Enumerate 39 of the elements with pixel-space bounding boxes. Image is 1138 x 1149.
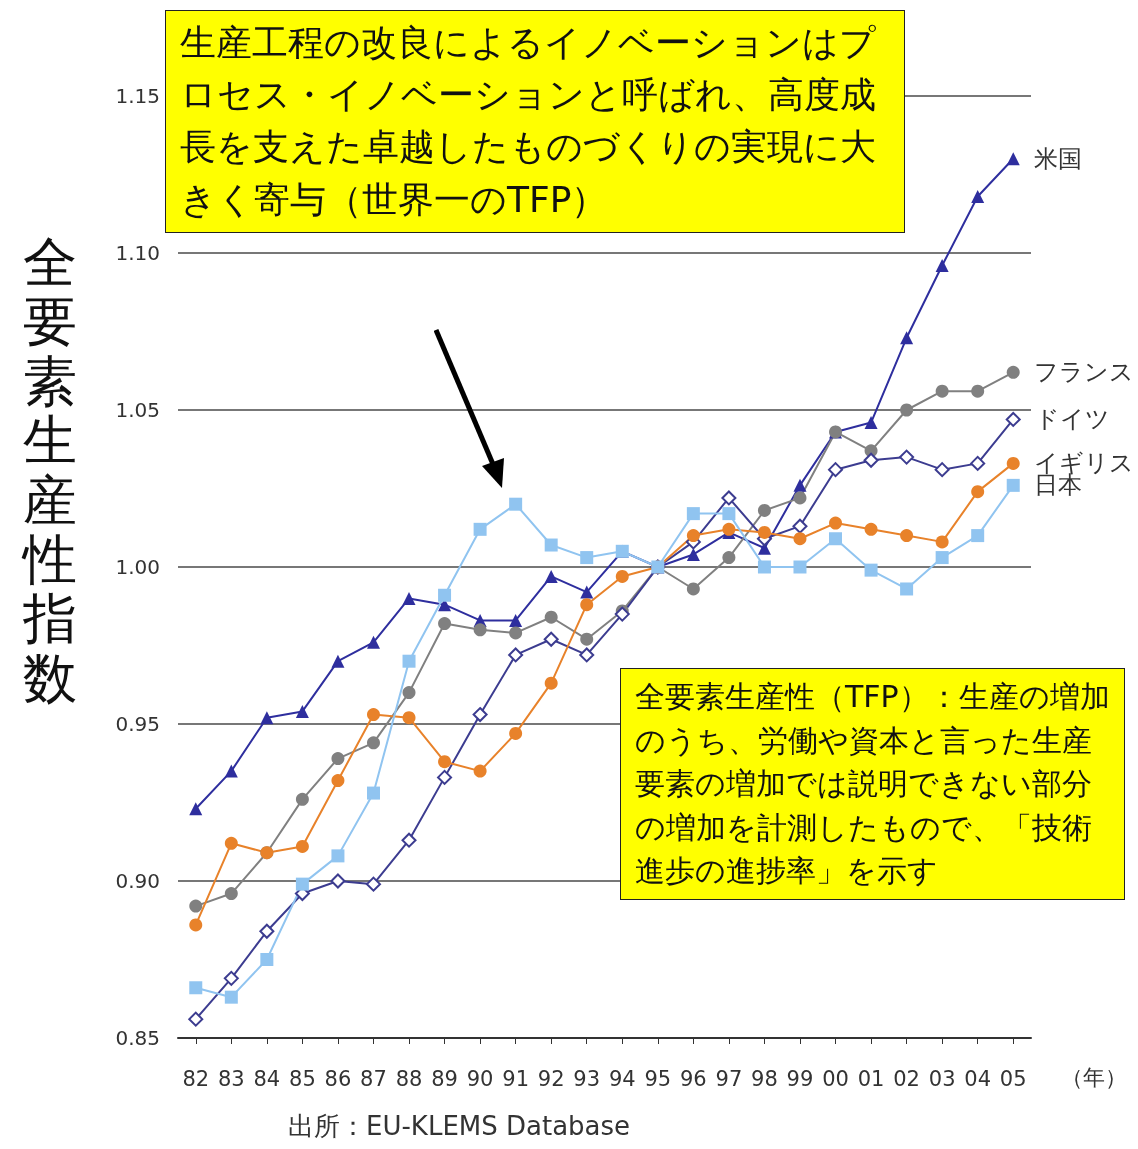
x-tick-label: 01: [857, 1066, 885, 1091]
x-tick-label: 83: [217, 1066, 245, 1091]
y-tick-label: 0.85: [115, 1026, 160, 1050]
x-tick-label: 96: [679, 1066, 707, 1091]
y-tick-label: 0.90: [115, 869, 160, 893]
y-tick-label: 1.05: [115, 398, 160, 422]
series-label: 米国: [1033, 144, 1082, 173]
x-tick-label: 05: [999, 1066, 1027, 1091]
x-tick-label: 90: [466, 1066, 494, 1091]
x-tick-label: 86: [324, 1066, 352, 1091]
x-tick-label: 04: [964, 1066, 992, 1091]
annotation: 全要素生産性（TFP）：生産の増加のうち、労働や資本と言った生産要素の増加では説明できない部分の増加を計測したもので、「技術進歩の進捗率」を示す: [620, 668, 1125, 900]
series-label: フランス: [1033, 358, 1134, 387]
x-tick-label: 03: [928, 1066, 956, 1091]
x-tick-label: 85: [289, 1066, 316, 1091]
x-tick-label: 89: [431, 1066, 458, 1091]
x-tick-label: 94: [608, 1066, 636, 1091]
x-tick-label: 98: [751, 1066, 778, 1091]
y-tick-label: 1.15: [115, 84, 160, 108]
y-tick-label: 0.95: [115, 712, 160, 736]
y-tick-label: 1.10: [115, 241, 160, 265]
x-tick-label: 87: [360, 1066, 387, 1091]
x-tick-label: 97: [715, 1066, 743, 1091]
x-tick-label: 99: [786, 1066, 814, 1091]
y-tick-label: 1.00: [115, 555, 160, 579]
x-tick-label: 95: [644, 1066, 672, 1091]
text: 出所：EU-KLEMS Database: [288, 1111, 631, 1141]
x-axis-title: （年）: [1061, 1064, 1127, 1090]
x-tick-label: 00: [822, 1066, 849, 1091]
annotation: 生産工程の改良によるイノベーションはプロセス・イノベーションと呼ばれ、高度成長を支えた卓越したものづくりの実現に大きく寄与（世界一のTFP）: [165, 10, 905, 233]
x-tick-label: 88: [395, 1066, 423, 1091]
y-axis-title: 全要素生産性指数: [20, 231, 78, 710]
x-tick-label: 93: [573, 1066, 601, 1091]
x-tick-label: 02: [893, 1066, 920, 1091]
series-label: ドイツ: [1034, 405, 1110, 434]
x-tick-label: 82: [182, 1066, 210, 1091]
x-tick-label: 92: [537, 1066, 565, 1091]
x-tick-label: 91: [502, 1066, 530, 1091]
x-tick-label: 84: [253, 1066, 281, 1091]
